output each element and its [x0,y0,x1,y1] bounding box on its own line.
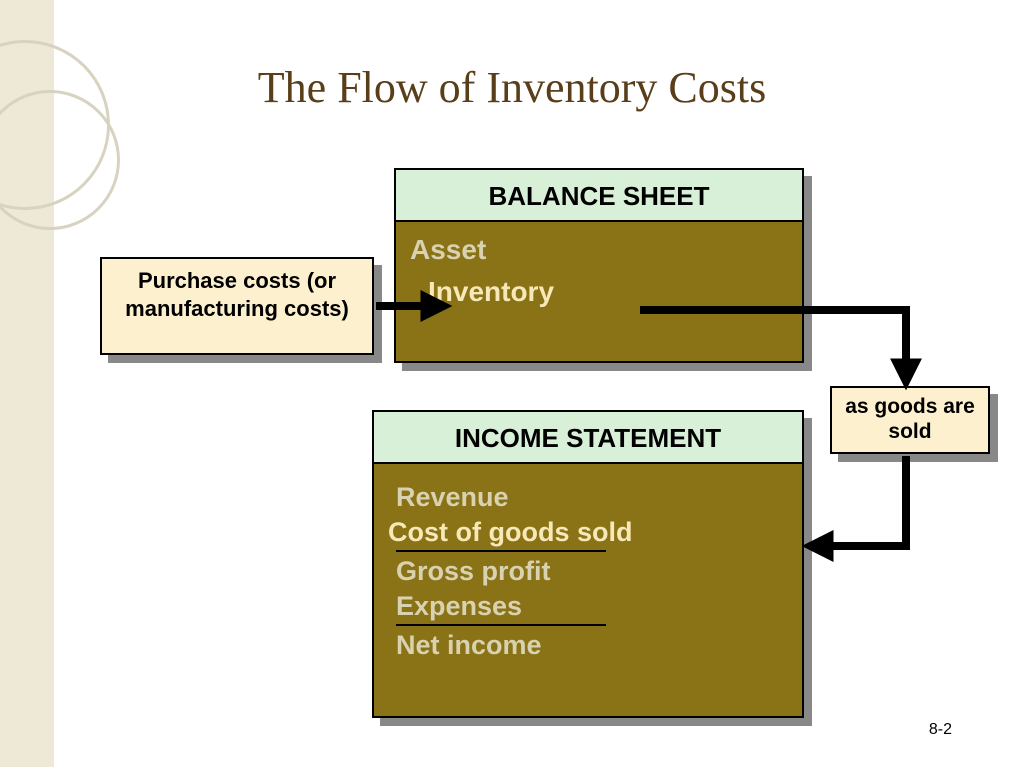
is-cogs: Cost of goods sold [388,517,788,548]
is-underline-1 [396,550,606,552]
arrow-sold-to-cogs [816,456,906,546]
purchase-costs-box: Purchase costs (or manufacturing costs) [100,257,374,355]
balance-sheet-inventory: Inventory [428,276,788,308]
as-sold-box: as goods are sold [830,386,990,454]
balance-sheet-asset: Asset [410,234,788,266]
is-expenses: Expenses [396,591,788,622]
income-statement-box: INCOME STATEMENT Revenue Cost of goods s… [372,410,804,718]
page-title: The Flow of Inventory Costs [0,62,1024,113]
balance-sheet-body: Asset Inventory [396,222,802,361]
income-statement-body: Revenue Cost of goods sold Gross profit … [374,464,802,716]
income-statement-header: INCOME STATEMENT [374,412,802,464]
balance-sheet-box: BALANCE SHEET Asset Inventory [394,168,804,363]
is-net-income: Net income [396,630,788,661]
as-sold-label: as goods are sold [832,388,988,450]
is-revenue: Revenue [396,482,788,513]
page-number: 8-2 [929,721,952,739]
purchase-costs-label: Purchase costs (or manufacturing costs) [102,259,372,330]
is-underline-2 [396,624,606,626]
is-gross-profit: Gross profit [396,556,788,587]
balance-sheet-header: BALANCE SHEET [396,170,802,222]
